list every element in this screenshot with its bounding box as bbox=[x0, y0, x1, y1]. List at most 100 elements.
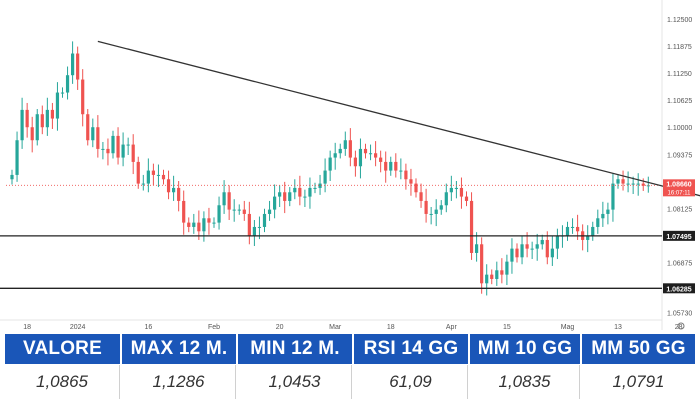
candle-body bbox=[404, 170, 408, 180]
candle-body bbox=[424, 200, 428, 214]
price-tag-label: 1.08660 bbox=[666, 181, 691, 188]
y-tick-label: 1.11250 bbox=[667, 71, 692, 78]
candle-body bbox=[540, 239, 544, 245]
stat-value: 1,0453 bbox=[238, 365, 352, 399]
candle-body bbox=[50, 109, 54, 119]
stat-header: MIN 12 M. bbox=[238, 334, 352, 364]
candle-body bbox=[121, 144, 125, 158]
trendline bbox=[97, 40, 700, 197]
candle-body bbox=[96, 127, 100, 149]
candle-body bbox=[631, 183, 635, 185]
candle-body bbox=[40, 114, 44, 128]
candle-body bbox=[576, 226, 580, 232]
y-tick-label: 1.10000 bbox=[667, 125, 692, 132]
candle-body bbox=[293, 187, 297, 193]
candle-body bbox=[141, 183, 145, 185]
candle-body bbox=[146, 170, 150, 184]
candle-body bbox=[409, 179, 413, 184]
candle-body bbox=[505, 261, 509, 275]
stat-header: MM 50 GG bbox=[582, 334, 695, 364]
candle-body bbox=[646, 185, 650, 187]
candle-body bbox=[156, 174, 161, 176]
y-tick-label: 1.09375 bbox=[667, 152, 692, 159]
candle-body bbox=[419, 192, 423, 201]
y-tick-label: 1.10625 bbox=[667, 98, 692, 105]
candle-body bbox=[182, 200, 186, 223]
stat-mm-10gg: MM 10 GG 1,0835 bbox=[470, 334, 580, 400]
candle-body bbox=[611, 183, 615, 210]
candle-body bbox=[601, 213, 605, 219]
x-tick-label: 20 bbox=[276, 324, 284, 331]
candle-body bbox=[313, 187, 317, 189]
stat-header: RSI 14 GG bbox=[354, 334, 468, 364]
candle-body bbox=[328, 157, 332, 171]
stat-value: 1,0835 bbox=[470, 365, 580, 399]
candle-body bbox=[515, 248, 519, 258]
x-tick-label: Mag bbox=[561, 324, 575, 331]
candle-body bbox=[379, 157, 383, 162]
candle-body bbox=[545, 239, 549, 258]
candle-body bbox=[106, 148, 110, 154]
candle-body bbox=[15, 140, 19, 175]
candle-body bbox=[242, 209, 246, 214]
y-tick-label: 1.12500 bbox=[667, 17, 692, 24]
stat-rsi-14gg: RSI 14 GG 61,09 bbox=[354, 334, 468, 400]
candle-body bbox=[323, 170, 327, 184]
candle-body bbox=[212, 222, 216, 224]
x-tick-label: 13 bbox=[614, 324, 622, 331]
support-label-box bbox=[663, 283, 695, 294]
candle-body bbox=[187, 222, 191, 227]
candle-body bbox=[480, 244, 484, 284]
stat-value: 1,1286 bbox=[122, 365, 236, 399]
candle-body bbox=[217, 205, 221, 223]
candle-body bbox=[131, 144, 135, 162]
candle-body bbox=[641, 183, 645, 186]
stat-header: VALORE bbox=[5, 334, 120, 364]
candle-body bbox=[444, 192, 448, 206]
x-tick-label: Apr bbox=[446, 324, 458, 331]
candle-body bbox=[81, 79, 85, 115]
candle-body bbox=[550, 248, 554, 258]
candle-body bbox=[35, 114, 39, 141]
candle-body bbox=[374, 153, 378, 158]
candle-body bbox=[495, 270, 499, 279]
stat-max-12m: MAX 12 M. 1,1286 bbox=[122, 334, 236, 400]
candle-body bbox=[591, 226, 595, 236]
candle-body bbox=[10, 174, 14, 180]
stat-mm-50gg: MM 50 GG 1,0791 bbox=[582, 334, 695, 400]
candle-body bbox=[101, 148, 105, 150]
candle-body bbox=[136, 161, 140, 184]
candle-body bbox=[86, 114, 90, 141]
support-label: 1.06285 bbox=[666, 286, 691, 293]
x-tick-label: 16 bbox=[144, 324, 152, 331]
candle-body bbox=[126, 144, 130, 146]
candle-body bbox=[565, 226, 570, 236]
candle-body bbox=[303, 196, 307, 198]
candle-body bbox=[192, 222, 196, 227]
candle-body bbox=[429, 213, 433, 215]
candle-body bbox=[333, 153, 337, 158]
candle-body bbox=[535, 244, 539, 249]
stats-table: VALORE 1,0865 MAX 12 M. 1,1286 MIN 12 M.… bbox=[5, 334, 695, 400]
candle-body bbox=[338, 148, 342, 154]
candle-body bbox=[389, 161, 393, 171]
candle-body bbox=[358, 148, 363, 167]
candle-body bbox=[606, 209, 610, 214]
price-countdown: 16:07:11 bbox=[668, 190, 692, 196]
candle-body bbox=[394, 161, 398, 171]
x-tick-label: 15 bbox=[503, 324, 511, 331]
y-tick-label: 1.08125 bbox=[667, 207, 692, 214]
candle-body bbox=[459, 187, 464, 197]
price-chart: 1.12500 1.11875 1.11250 1.10625 1.10000 1.093… bbox=[0, 0, 700, 331]
candle-body bbox=[237, 209, 241, 211]
candle-body bbox=[197, 222, 201, 232]
candle-body bbox=[20, 109, 24, 141]
candle-body bbox=[368, 153, 373, 155]
candle-body bbox=[525, 244, 529, 249]
price-tag-box bbox=[663, 179, 695, 197]
candle-body bbox=[298, 187, 302, 197]
candle-body bbox=[91, 127, 95, 141]
candle-body bbox=[475, 244, 479, 253]
candle-body bbox=[399, 170, 403, 172]
candle-body bbox=[161, 174, 166, 180]
